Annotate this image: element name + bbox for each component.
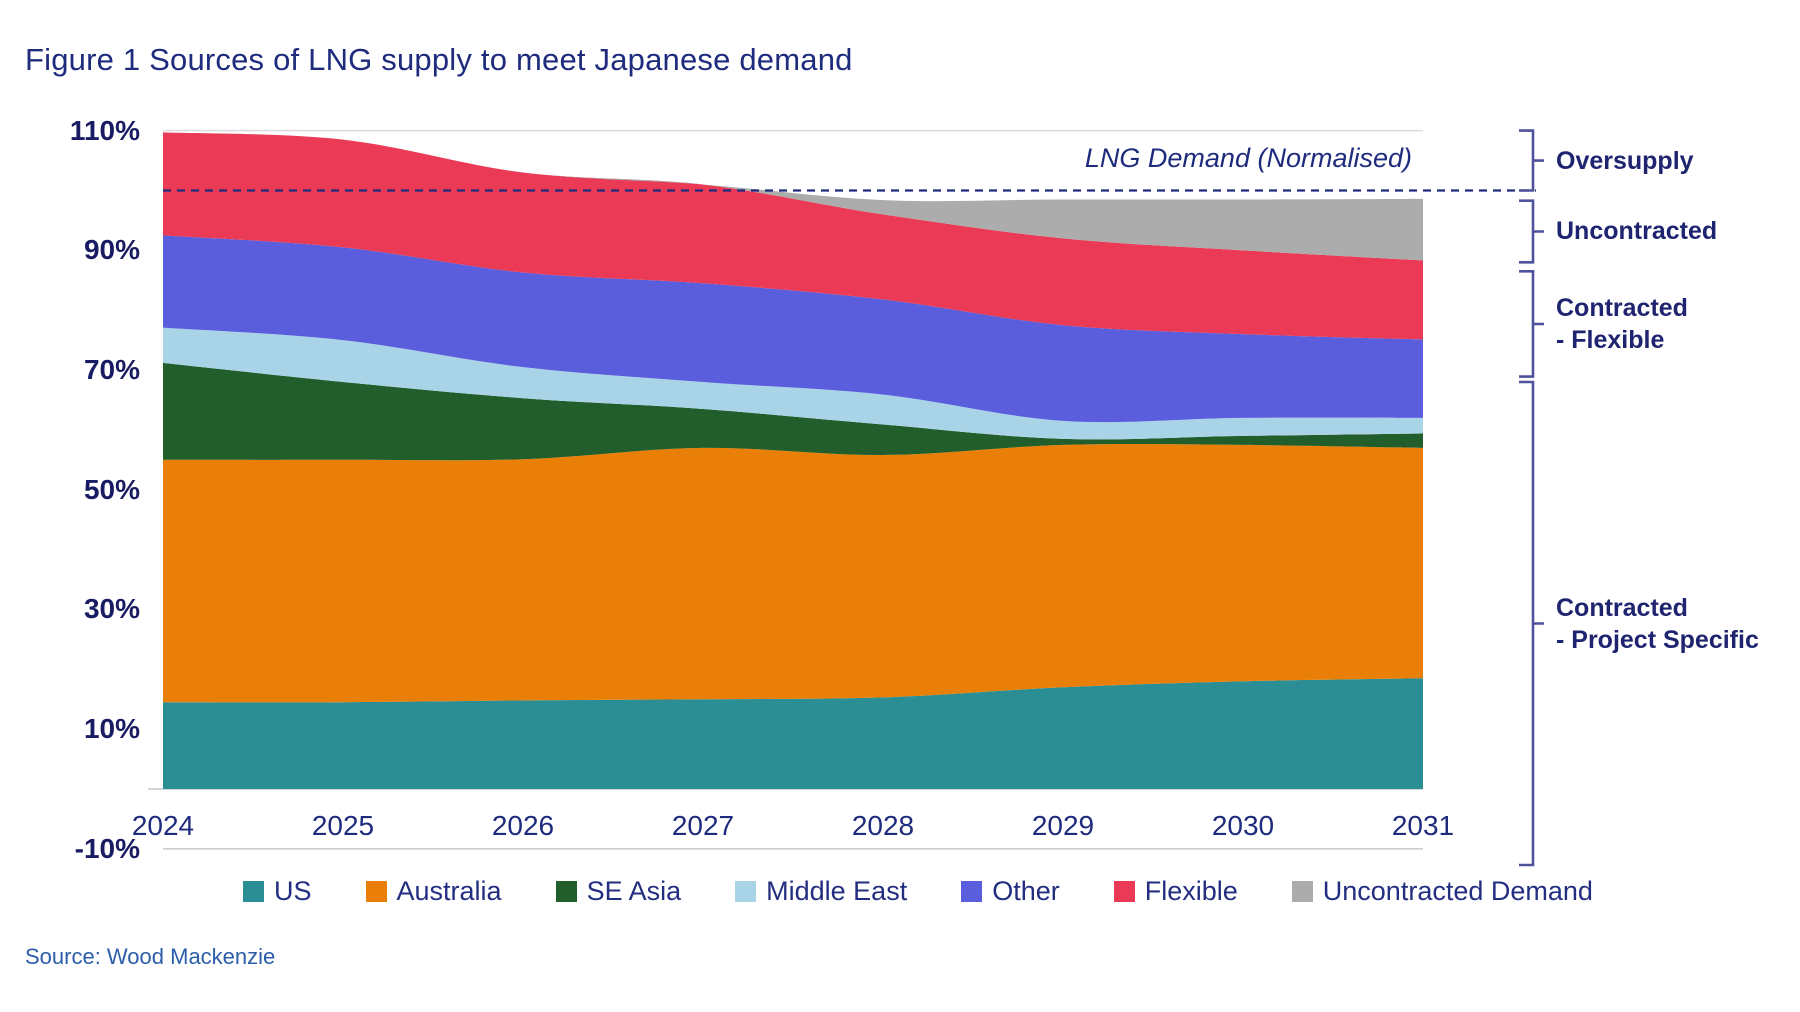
bracket-label-uncontracted: Uncontracted <box>1556 217 1718 246</box>
area-australia <box>163 444 1423 703</box>
area-se-asia <box>163 362 1423 461</box>
y-tick-110: 110% <box>69 114 140 146</box>
area-uncontracted-demand <box>163 132 1423 261</box>
x-tick-2026: 2026 <box>491 810 555 841</box>
legend-swatch-middle-east <box>735 880 757 902</box>
source-note: Source: Wood Mackenzie <box>25 944 276 969</box>
bracket-uncontracted <box>1519 199 1544 264</box>
y-tick-50: 50% <box>83 473 140 505</box>
x-tick-2028: 2028 <box>851 810 915 841</box>
y-tick-70: 70% <box>83 354 140 386</box>
legend-item-flexible: Flexible <box>1113 876 1238 906</box>
legend-item-other: Other <box>961 876 1060 906</box>
legend-label-us: US <box>274 876 312 906</box>
y-tick--10: -10% <box>74 832 140 864</box>
area-flexible <box>163 132 1423 340</box>
bracket-label-contracted-project-specific: Contracted - Project Specific <box>1556 593 1759 654</box>
legend-label-flexible: Flexible <box>1144 876 1238 906</box>
area-other <box>163 235 1423 423</box>
bracket-contracted-project-specific <box>1519 380 1544 867</box>
legend-swatch-other <box>961 880 983 902</box>
legend-swatch-us <box>243 880 264 902</box>
bracket-contracted-flexible <box>1519 270 1544 378</box>
legend-swatch-flexible <box>1113 880 1135 902</box>
bracket-label-oversupply: Oversupply <box>1556 146 1694 175</box>
legend-item-us: US <box>243 876 312 906</box>
figure-title: Figure 1 Sources of LNG supply to meet J… <box>25 42 853 77</box>
y-tick-90: 90% <box>83 234 140 266</box>
y-tick-30: 30% <box>83 593 140 625</box>
x-tick-2029: 2029 <box>1031 810 1095 841</box>
demand-line-label: LNG Demand (Normalised) <box>1084 143 1412 173</box>
bracket-oversupply <box>1519 129 1544 192</box>
x-tick-2025: 2025 <box>311 810 375 841</box>
legend-item-australia: Australia <box>365 876 502 906</box>
area-middle-east <box>163 327 1423 440</box>
legend-label-middle-east: Middle East <box>766 876 908 906</box>
legend-label-se-asia: SE Asia <box>586 876 682 906</box>
legend-label-australia: Australia <box>396 876 502 906</box>
legend-swatch-se-asia <box>555 880 577 902</box>
bracket-label-contracted-flexible: Contracted - Flexible <box>1556 293 1688 354</box>
legend-label-other: Other <box>992 876 1060 906</box>
legend-item-uncontracted-demand: Uncontracted Demand <box>1291 876 1593 906</box>
legend-item-middle-east: Middle East <box>735 876 907 906</box>
x-tick-2027: 2027 <box>671 810 735 841</box>
x-tick-2024: 2024 <box>131 810 195 841</box>
legend-item-se-asia: SE Asia <box>555 876 682 906</box>
legend: US Australia SE Asia Middle East Other Flexib… <box>243 876 1593 906</box>
x-tick-2030: 2030 <box>1211 810 1275 841</box>
legend-swatch-australia <box>365 880 387 902</box>
x-tick-2031: 2031 <box>1391 810 1455 841</box>
y-tick-10: 10% <box>83 713 140 745</box>
legend-label-uncontracted-demand: Uncontracted Demand <box>1322 876 1593 906</box>
legend-swatch-uncontracted-demand <box>1291 880 1313 902</box>
area-us <box>163 678 1423 789</box>
